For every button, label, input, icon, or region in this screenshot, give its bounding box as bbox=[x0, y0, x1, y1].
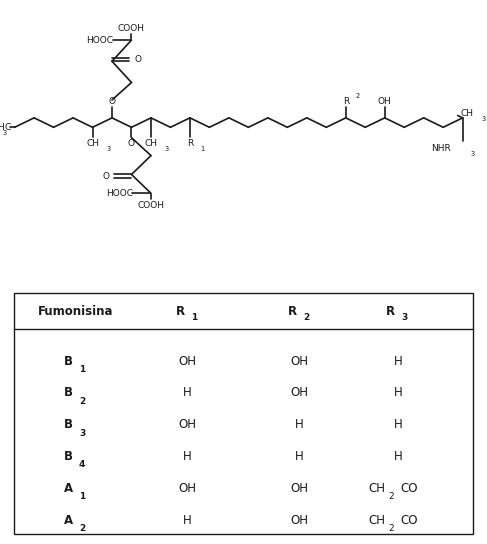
Text: H: H bbox=[183, 514, 192, 527]
Text: H: H bbox=[295, 450, 304, 463]
Text: A: A bbox=[64, 482, 73, 495]
Text: 3: 3 bbox=[106, 146, 110, 152]
Text: B: B bbox=[64, 386, 73, 399]
Text: 2: 2 bbox=[388, 492, 393, 501]
Text: 4: 4 bbox=[79, 460, 85, 469]
Text: R: R bbox=[288, 305, 297, 318]
Text: HOOC: HOOC bbox=[86, 35, 113, 45]
Text: Fumonisina: Fumonisina bbox=[37, 305, 113, 318]
Text: C: C bbox=[5, 123, 11, 132]
Text: 1: 1 bbox=[191, 313, 198, 323]
Text: R: R bbox=[187, 139, 193, 149]
Text: B: B bbox=[64, 450, 73, 463]
Text: 1: 1 bbox=[79, 365, 85, 374]
Text: OH: OH bbox=[291, 482, 309, 495]
Text: 1: 1 bbox=[200, 146, 204, 152]
Text: 3: 3 bbox=[481, 116, 485, 122]
Text: H: H bbox=[183, 450, 192, 463]
Text: R: R bbox=[343, 97, 349, 106]
Text: B: B bbox=[64, 355, 73, 368]
Text: H: H bbox=[183, 386, 192, 399]
Text: H: H bbox=[393, 355, 402, 368]
Text: OH: OH bbox=[178, 482, 196, 495]
Text: O: O bbox=[102, 172, 109, 181]
Text: B: B bbox=[64, 418, 73, 431]
Text: O: O bbox=[134, 55, 141, 64]
Text: 3: 3 bbox=[165, 146, 169, 152]
Text: 2: 2 bbox=[388, 524, 393, 533]
Text: O: O bbox=[128, 139, 135, 149]
Text: H: H bbox=[393, 386, 402, 399]
Text: A: A bbox=[64, 514, 73, 527]
Text: CH: CH bbox=[368, 482, 385, 495]
Text: H: H bbox=[0, 123, 3, 132]
Text: OH: OH bbox=[378, 97, 392, 106]
Text: 3: 3 bbox=[402, 313, 408, 323]
Text: OH: OH bbox=[291, 355, 309, 368]
Text: H: H bbox=[393, 450, 402, 463]
Text: H: H bbox=[295, 418, 304, 431]
Text: CH: CH bbox=[86, 139, 99, 149]
Text: R: R bbox=[386, 305, 395, 318]
Text: 2: 2 bbox=[356, 92, 360, 98]
Text: 2: 2 bbox=[79, 397, 85, 406]
Text: COOH: COOH bbox=[118, 24, 145, 33]
Text: CH: CH bbox=[145, 139, 157, 149]
Text: 3: 3 bbox=[470, 151, 474, 157]
Text: CO: CO bbox=[401, 482, 418, 495]
Text: OH: OH bbox=[291, 514, 309, 527]
Text: O: O bbox=[109, 97, 115, 106]
Text: OH: OH bbox=[178, 355, 196, 368]
Text: OH: OH bbox=[291, 386, 309, 399]
Text: H: H bbox=[393, 418, 402, 431]
Text: CO: CO bbox=[401, 514, 418, 527]
Text: NHR: NHR bbox=[431, 144, 450, 153]
Text: HOOC: HOOC bbox=[106, 189, 133, 198]
Text: 2: 2 bbox=[79, 524, 85, 533]
Text: COOH: COOH bbox=[137, 201, 165, 209]
Text: OH: OH bbox=[178, 418, 196, 431]
Text: 2: 2 bbox=[303, 313, 310, 323]
Text: CH: CH bbox=[460, 109, 473, 118]
Text: 3: 3 bbox=[2, 130, 6, 136]
Text: 3: 3 bbox=[79, 429, 85, 437]
Text: 1: 1 bbox=[79, 492, 85, 501]
Text: CH: CH bbox=[368, 514, 385, 527]
Text: R: R bbox=[176, 305, 185, 318]
